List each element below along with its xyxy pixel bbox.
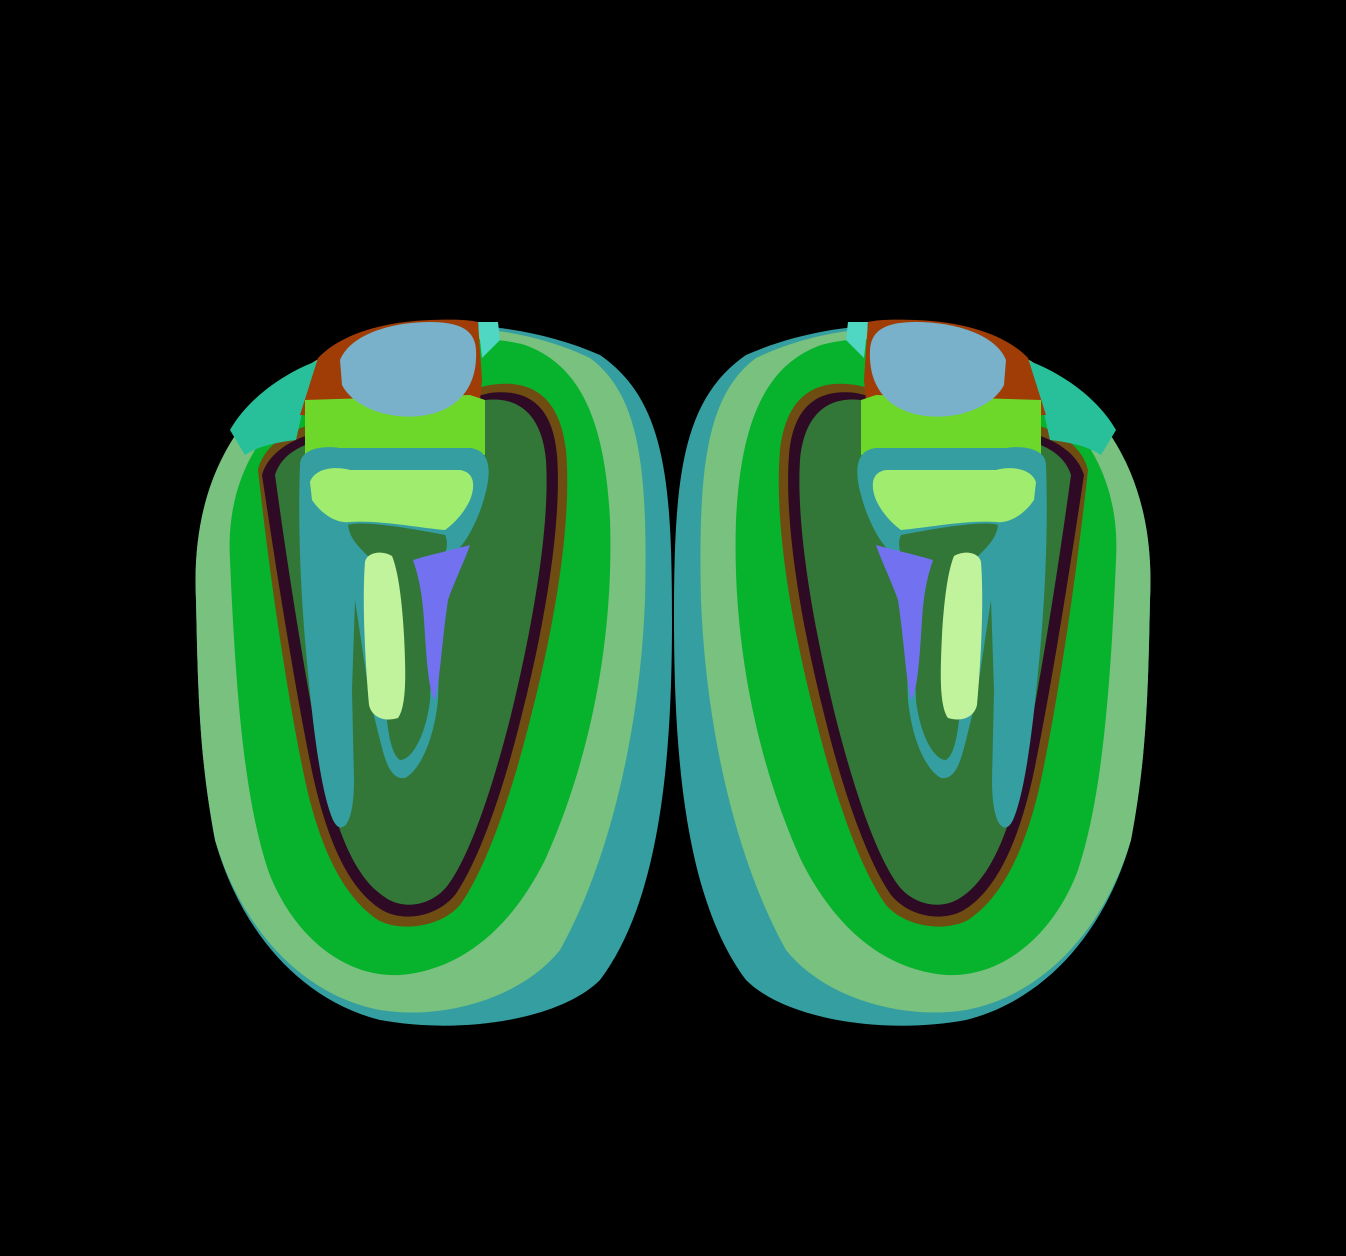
lightest-green-region bbox=[363, 552, 406, 720]
top-cap-region bbox=[340, 322, 477, 417]
pale-green-region bbox=[310, 468, 474, 530]
violet-region bbox=[413, 545, 470, 700]
teal-accent-region bbox=[230, 360, 320, 455]
left-hemisphere bbox=[195, 319, 672, 1026]
cyan-tip-region bbox=[478, 322, 500, 358]
lime-band-region bbox=[305, 395, 485, 460]
right-hemisphere bbox=[674, 319, 1151, 1026]
